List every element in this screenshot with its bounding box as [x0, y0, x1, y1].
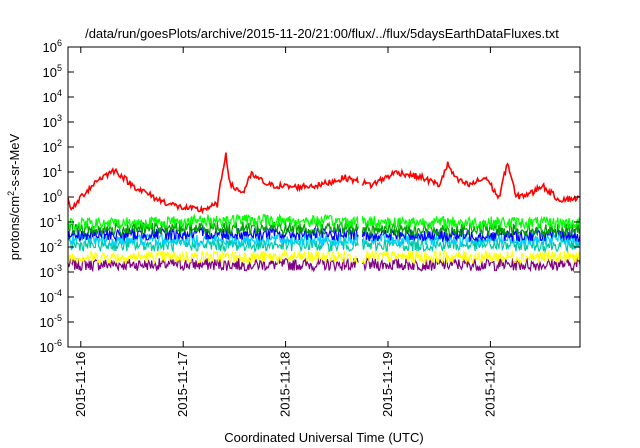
y-tick-label: 10-4: [40, 288, 62, 305]
x-tick-label: 2015-11-19: [380, 351, 395, 417]
y-tick-label: 10-3: [40, 263, 62, 280]
x-tick-label: 2015-11-18: [278, 351, 293, 417]
x-tick-label: 2015-11-17: [175, 351, 190, 417]
series-line: [67, 152, 581, 215]
x-tick-label: 2015-11-16: [73, 351, 88, 417]
y-axis-ticks: 10-6 10-5 10-4 10-3 10-2 10-1 100 101 102 103 104 1…: [40, 38, 580, 355]
y-tick-label: 105: [43, 63, 62, 80]
y-tick-label: 100: [43, 188, 62, 205]
y-tick-label: 102: [43, 138, 62, 155]
plot-area: 10-6 10-5 10-4 10-3 10-2 10-1 100 101 102 103 104 1…: [40, 38, 581, 417]
x-axis-label: Coordinated Universal Time (UTC): [224, 430, 423, 445]
x-axis-ticks: 2015-11-16 2015-11-17 2015-11-18 2015-11-19…: [73, 47, 497, 417]
x-tick-label: 2015-11-20: [482, 351, 497, 417]
y-tick-label: 10-6: [40, 338, 62, 355]
y-tick-label: 106: [43, 38, 62, 55]
series-layer: [67, 152, 581, 273]
plot-frame: [67, 46, 581, 348]
series-line: [67, 213, 581, 232]
y-tick-label: 103: [43, 113, 62, 130]
y-tick-label: 104: [43, 88, 62, 105]
series-line: [67, 249, 581, 266]
y-tick-label: 10-2: [40, 238, 62, 255]
y-axis-label: protons/cm2-s-sr-MeV: [6, 133, 22, 260]
y-tick-label: 10-1: [40, 213, 62, 230]
series-line: [67, 256, 581, 273]
y-tick-label: 101: [43, 163, 62, 180]
chart-title: /data/run/goesPlots/archive/2015-11-20/2…: [85, 26, 559, 41]
y-tick-label: 10-5: [40, 313, 62, 330]
